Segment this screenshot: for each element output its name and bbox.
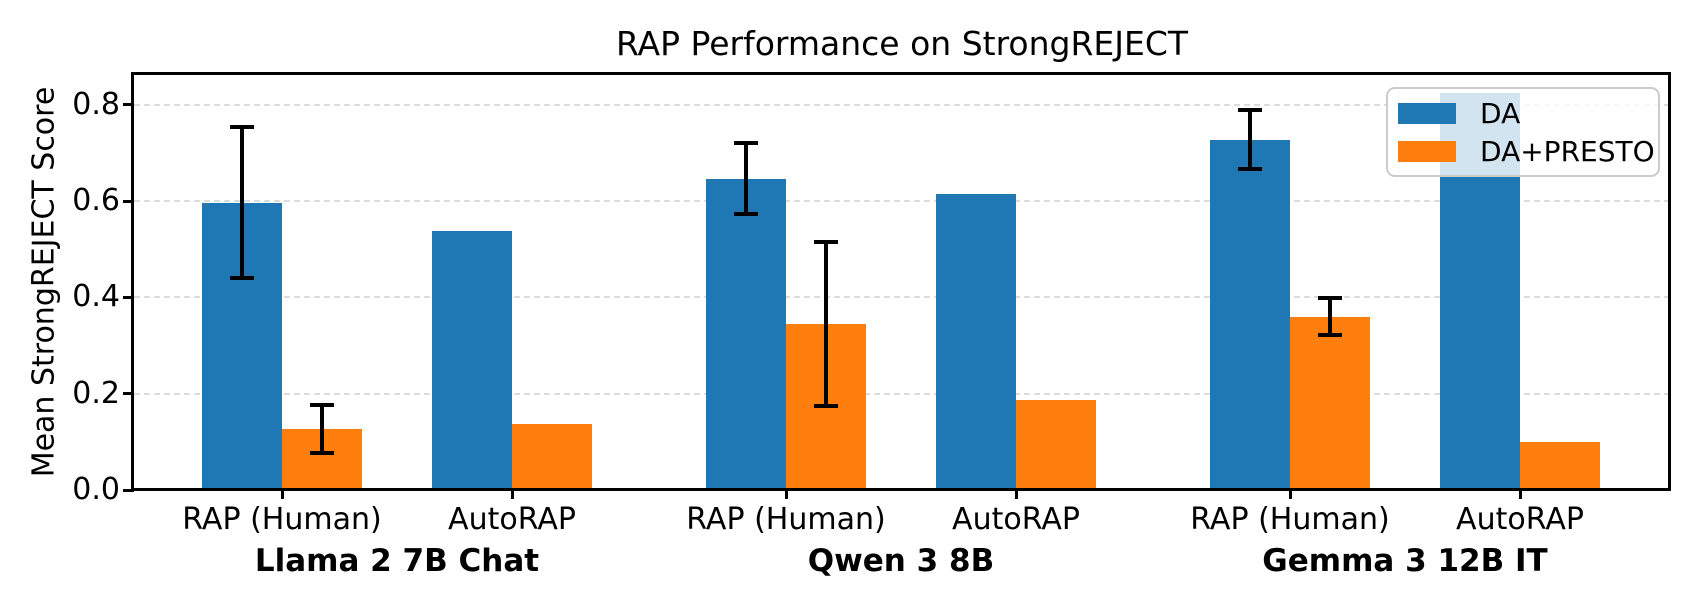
y-tick-0.8: [123, 103, 134, 107]
x-tick-label: AutoRAP: [1456, 502, 1584, 537]
gridline-0.6: [134, 200, 1670, 203]
x-tick: [1518, 490, 1522, 499]
error-bar-line: [1328, 297, 1332, 336]
error-bar-cap-top: [310, 402, 334, 407]
bar-da: [1210, 139, 1290, 490]
y-tick-0.4: [123, 295, 134, 299]
y-tick-label-0.4: 0.4: [72, 279, 120, 315]
y-tick-0.2: [123, 392, 134, 396]
x-tick: [784, 490, 788, 499]
error-bar-line: [824, 242, 828, 406]
x-tick: [510, 490, 514, 499]
bar-da: [432, 230, 512, 490]
error-bar-cap-bottom: [1318, 333, 1342, 338]
x-tick: [280, 490, 284, 499]
legend-item-da-presto: DA+PRESTO: [1398, 132, 1655, 170]
x-tick: [1288, 490, 1292, 499]
x-tick-label: AutoRAP: [448, 502, 576, 537]
x-tick-label: RAP (Human): [182, 502, 382, 537]
model-label: Qwen 3 8B: [807, 543, 995, 579]
da-presto-color-swatch: [1398, 140, 1456, 162]
error-bar-cap-bottom: [1238, 167, 1262, 172]
legend-label-da: DA: [1480, 96, 1521, 130]
legend-item-da: DA: [1398, 94, 1648, 132]
model-label: Llama 2 7B Chat: [254, 543, 540, 579]
bar-da: [936, 193, 1016, 490]
error-bar-cap-bottom: [734, 212, 758, 217]
error-bar-cap-top: [1318, 295, 1342, 300]
error-bar-line: [240, 126, 244, 279]
x-tick-label: RAP (Human): [686, 502, 886, 537]
error-bar-line: [744, 142, 748, 215]
gridline-0.8: [134, 103, 1670, 106]
da-color-swatch: [1398, 102, 1456, 124]
error-bar-line: [320, 404, 324, 453]
gridline-0.4: [134, 296, 1670, 299]
error-bar-cap-bottom: [230, 276, 254, 281]
error-bar-cap-top: [814, 240, 838, 245]
y-tick-label-0.0: 0.0: [72, 472, 120, 507]
chart-title: RAP Performance on StrongREJECT: [615, 24, 1189, 63]
bar-da-presto: [512, 424, 592, 490]
bar-da-presto: [1290, 316, 1370, 490]
y-tick-0.6: [123, 199, 134, 203]
y-tick-label-0.2: 0.2: [72, 375, 120, 411]
bar-da-presto: [1016, 399, 1096, 490]
legend-label-da-presto: DA+PRESTO: [1480, 134, 1655, 168]
bar-da-presto: [1520, 441, 1600, 490]
x-tick: [1014, 490, 1018, 499]
x-tick-label: RAP (Human): [1190, 502, 1390, 537]
error-bar-cap-bottom: [814, 403, 838, 408]
gridline-0.2: [134, 392, 1670, 395]
error-bar-cap-top: [1238, 107, 1262, 112]
x-tick-label: AutoRAP: [952, 502, 1080, 537]
model-label: Gemma 3 12B IT: [1262, 543, 1548, 579]
error-bar-cap-top: [230, 124, 254, 129]
bar-da: [706, 178, 786, 490]
error-bar-line: [1248, 109, 1252, 170]
y-tick-0.0: [123, 488, 134, 492]
error-bar-cap-top: [734, 140, 758, 145]
error-bar-cap-bottom: [310, 450, 334, 455]
legend: DA DA+PRESTO: [1386, 87, 1660, 177]
y-tick-label-0.8: 0.8: [72, 86, 120, 122]
y-tick-label-0.6: 0.6: [72, 183, 120, 219]
